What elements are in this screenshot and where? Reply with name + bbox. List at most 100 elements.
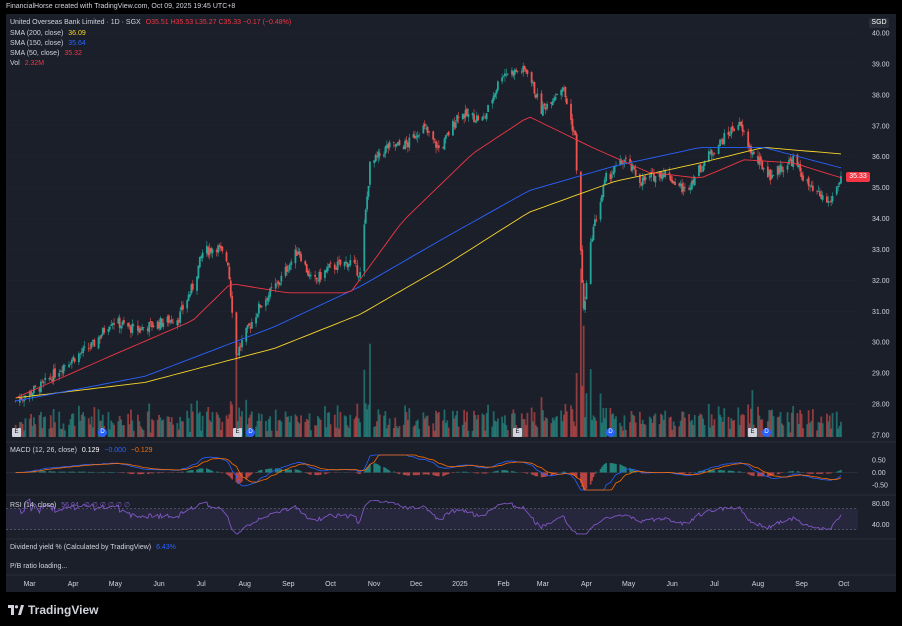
candle [710, 150, 713, 155]
volume-bar [640, 423, 643, 437]
macd-histogram-bar [826, 472, 828, 474]
candle [643, 176, 646, 181]
candle [160, 318, 163, 327]
macd-legend[interactable]: MACD (12, 26, close) 0.129 −0.000 −0.129 [10, 447, 153, 454]
volume-bar [201, 415, 204, 437]
candle [256, 313, 259, 317]
volume-bar [447, 427, 450, 437]
candle [776, 165, 779, 176]
volume-bar [73, 425, 76, 437]
volume-bar [835, 411, 838, 437]
candle [127, 322, 130, 327]
macd-histogram-bar [599, 468, 602, 473]
chart-area[interactable] [6, 14, 896, 592]
volume-bar [93, 407, 96, 437]
candle [128, 325, 131, 327]
candle [644, 176, 647, 180]
candle [502, 75, 505, 77]
macd-histogram-bar [461, 471, 464, 473]
volume-bar [830, 428, 833, 437]
macd-histogram-bar [581, 472, 584, 487]
candle [802, 175, 804, 181]
macd-histogram-bar [512, 471, 515, 473]
candle [796, 154, 799, 166]
month-tick-label: Feb [497, 581, 509, 588]
volume-legend[interactable]: Vol 2.32M [10, 60, 44, 67]
tradingview-logo[interactable]: TradingView [8, 603, 98, 617]
volume-label: Vol [10, 60, 20, 67]
macd-histogram-bar [356, 472, 359, 474]
earnings-icon[interactable]: E [513, 428, 522, 437]
sma150-legend[interactable]: SMA (150, close) 35.64 [10, 40, 86, 47]
macd-histogram-bar [827, 472, 830, 474]
macd-histogram-bar [317, 472, 319, 476]
volume-bar [363, 369, 366, 437]
volume-bar [162, 419, 165, 437]
volume-bar [733, 420, 736, 437]
macd-histogram-bar [359, 472, 361, 474]
candle [761, 160, 764, 170]
volume-bar [172, 424, 175, 437]
earnings-icon[interactable]: E [233, 428, 242, 437]
macd-histogram-bar [69, 471, 72, 473]
candle [650, 173, 653, 177]
macd-histogram-bar [269, 468, 271, 473]
dividend-icon[interactable]: D [98, 428, 107, 437]
volume-bar [170, 417, 173, 437]
volume-bar [721, 421, 724, 437]
earnings-icon[interactable]: E [748, 428, 757, 437]
candle [412, 134, 415, 138]
month-tick-label: Oct [838, 581, 849, 588]
candle [457, 116, 460, 118]
macd-histogram-bar [196, 469, 198, 473]
macd-histogram-bar [575, 472, 578, 478]
candle [357, 276, 360, 278]
pb-legend[interactable]: P/B ratio loading... [10, 563, 67, 570]
candle [748, 145, 751, 148]
candle [660, 171, 662, 179]
month-tick-label: Mar [537, 581, 550, 588]
volume-bar [309, 430, 312, 437]
volume-bar [290, 415, 293, 437]
macd-histogram-bar [132, 472, 135, 474]
candle [317, 279, 319, 281]
volume-bar [385, 428, 388, 437]
volume-bar [532, 421, 534, 437]
volume-bar [197, 413, 200, 437]
candle [771, 174, 773, 179]
dividend-icon[interactable]: D [246, 428, 255, 437]
macd-histogram-bar [544, 472, 547, 477]
volume-bar [294, 414, 297, 437]
candle [743, 131, 745, 133]
sma200-legend[interactable]: SMA (200, close) 36.09 [10, 30, 86, 37]
macd-histogram-bar [270, 468, 273, 473]
sma50-legend[interactable]: SMA (50, close) 35.32 [10, 50, 82, 57]
candle [220, 245, 222, 249]
candle [207, 247, 210, 256]
macd-histogram-bar [816, 472, 818, 475]
volume-bar [505, 425, 508, 437]
month-tick-label: Aug [752, 581, 765, 588]
macd-histogram-bar [679, 472, 682, 474]
volume-bar [820, 416, 823, 437]
macd-histogram-bar [463, 471, 465, 473]
candle [225, 252, 228, 262]
dividend-legend[interactable]: Dividend yield % (Calculated by TradingV… [10, 544, 176, 551]
currency-button[interactable]: SGD [869, 18, 889, 28]
candle [367, 185, 370, 197]
dividend-icon[interactable]: D [762, 428, 771, 437]
volume-bar [69, 418, 72, 437]
dividend-icon[interactable]: D [606, 428, 615, 437]
symbol-legend[interactable]: United Overseas Bank Limited · 1D · SGX … [10, 19, 291, 26]
volume-bar [629, 422, 631, 437]
volume-bar [513, 413, 516, 437]
rsi-legend[interactable]: RSI (14, close) 56.04 ∅ ∅ ∅ ∅ ∅ ∅ [10, 501, 130, 509]
earnings-icon[interactable]: E [12, 428, 21, 437]
dividend-value: 6.43% [156, 544, 176, 551]
macd-histogram-bar [151, 472, 153, 474]
candle [533, 81, 536, 94]
macd-histogram-bar [319, 472, 322, 475]
volume-bar [688, 413, 691, 437]
macd-histogram-bar [297, 469, 300, 473]
